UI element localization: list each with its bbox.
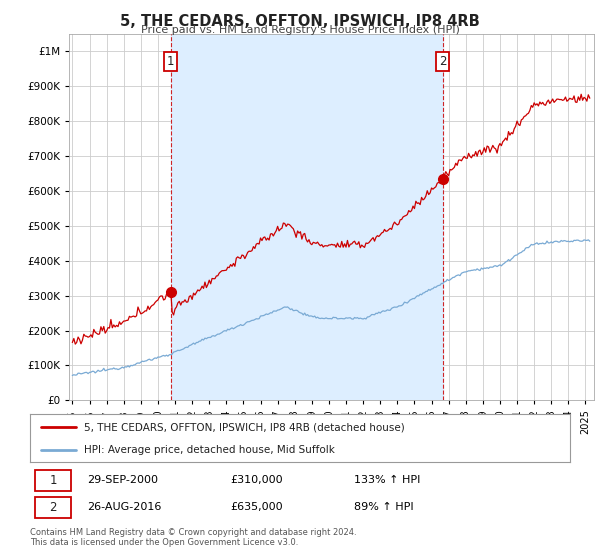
Text: 133% ↑ HPI: 133% ↑ HPI	[354, 475, 421, 485]
Text: £310,000: £310,000	[230, 475, 283, 485]
Text: HPI: Average price, detached house, Mid Suffolk: HPI: Average price, detached house, Mid …	[84, 445, 335, 455]
Text: 26-AUG-2016: 26-AUG-2016	[86, 502, 161, 512]
Text: Contains HM Land Registry data © Crown copyright and database right 2024.
This d: Contains HM Land Registry data © Crown c…	[30, 528, 356, 547]
Text: 1: 1	[167, 55, 175, 68]
Text: 89% ↑ HPI: 89% ↑ HPI	[354, 502, 413, 512]
Text: 2: 2	[49, 501, 57, 514]
Text: 29-SEP-2000: 29-SEP-2000	[86, 475, 158, 485]
Text: £635,000: £635,000	[230, 502, 283, 512]
Text: 5, THE CEDARS, OFFTON, IPSWICH, IP8 4RB (detached house): 5, THE CEDARS, OFFTON, IPSWICH, IP8 4RB …	[84, 422, 405, 432]
FancyBboxPatch shape	[35, 470, 71, 491]
Text: Price paid vs. HM Land Registry's House Price Index (HPI): Price paid vs. HM Land Registry's House …	[140, 25, 460, 35]
Text: 2: 2	[439, 55, 446, 68]
FancyBboxPatch shape	[35, 497, 71, 518]
Bar	[171, 34, 443, 400]
Text: 5, THE CEDARS, OFFTON, IPSWICH, IP8 4RB: 5, THE CEDARS, OFFTON, IPSWICH, IP8 4RB	[120, 14, 480, 29]
Text: 1: 1	[49, 474, 57, 487]
